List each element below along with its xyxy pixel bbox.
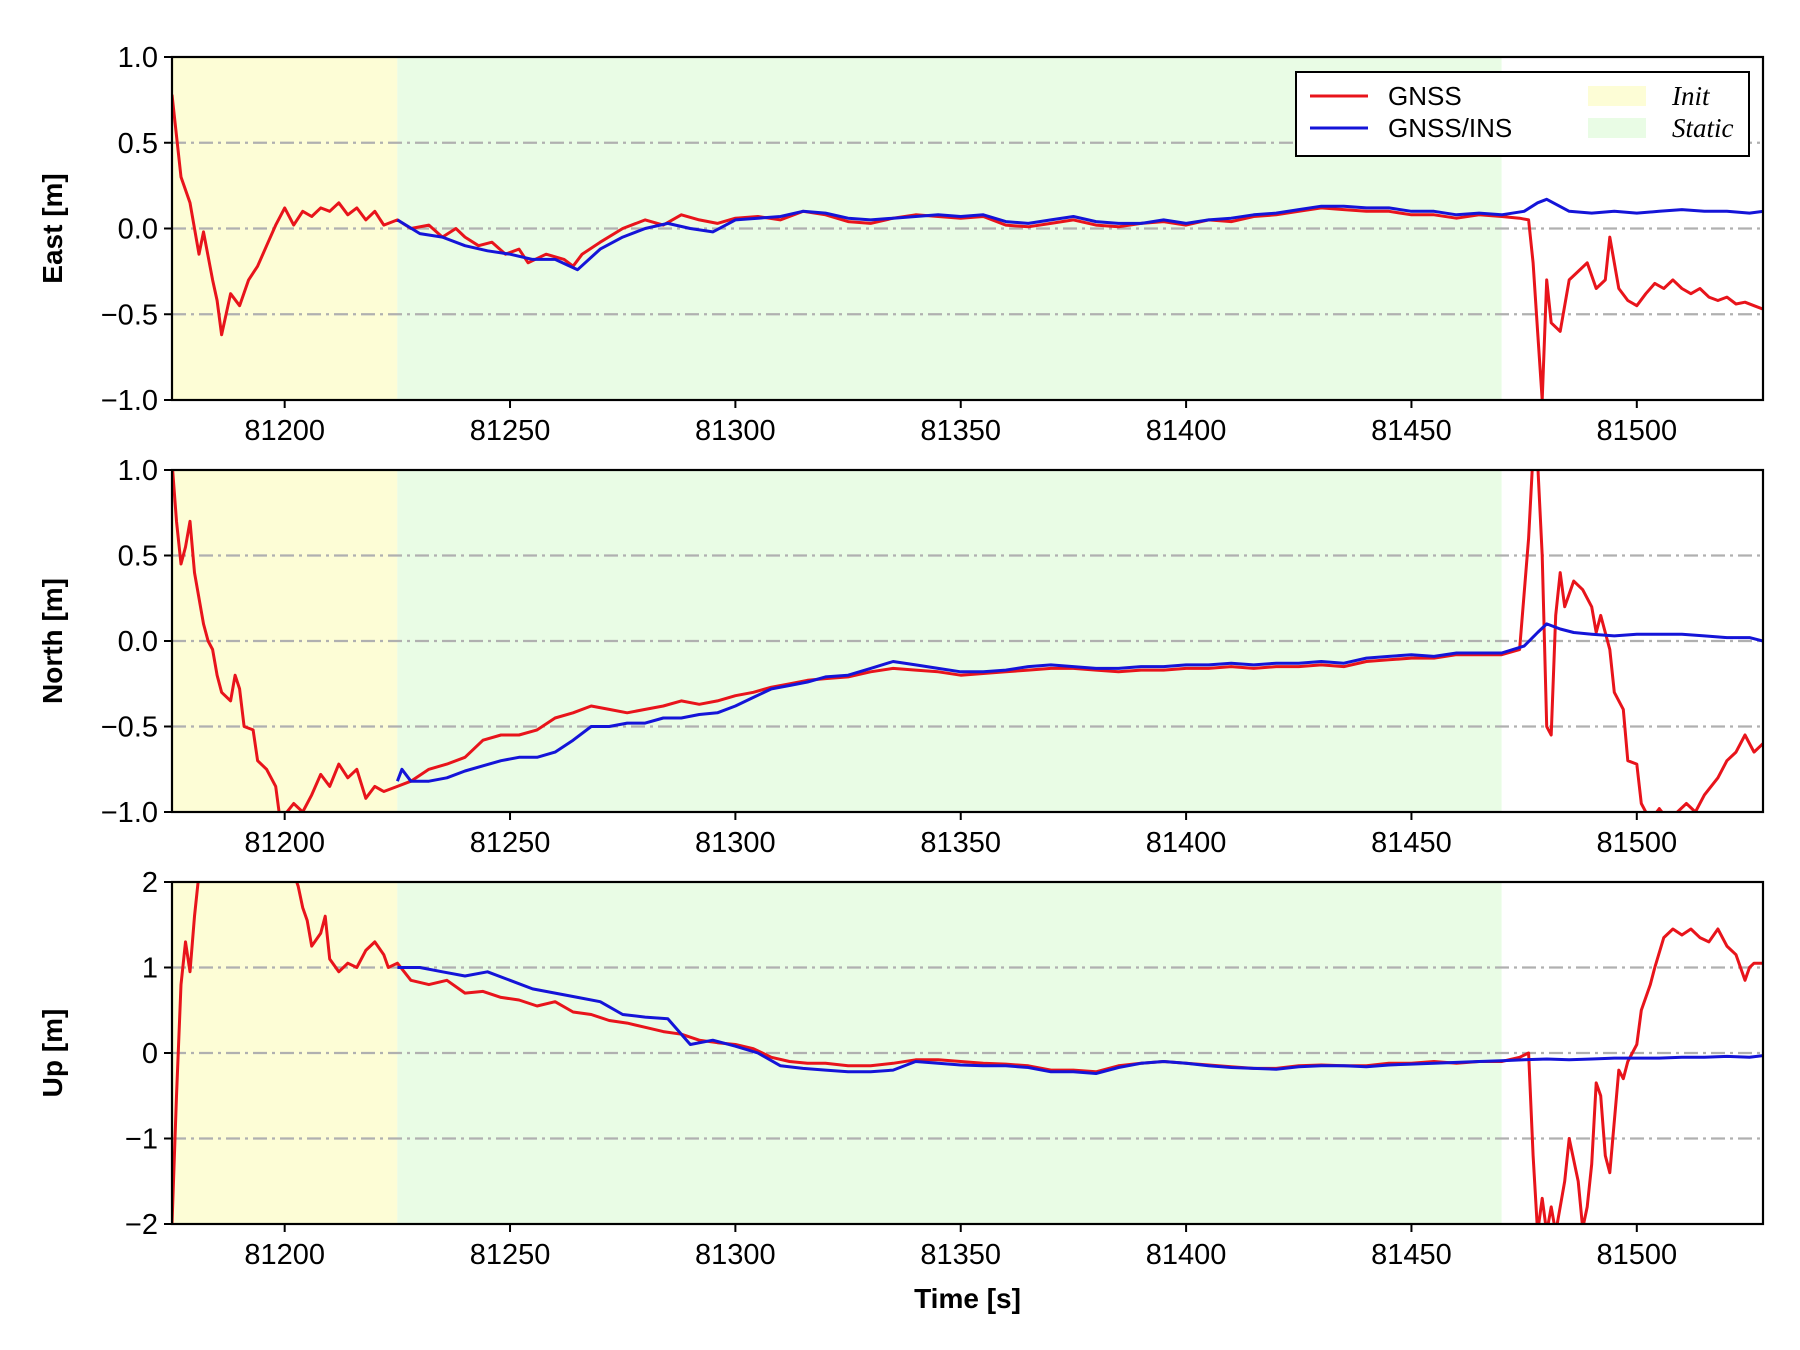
legend-label: Static — [1672, 113, 1734, 143]
legend-label: Init — [1671, 81, 1711, 111]
x-tick-label: 81200 — [244, 1239, 325, 1271]
series-line-gnss-ins — [396, 197, 1763, 272]
y-tick-label: 2 — [142, 867, 158, 899]
legend-patch-init — [1588, 86, 1646, 106]
y-tick-label: 1.0 — [118, 455, 158, 487]
x-tick-label: 81200 — [244, 415, 325, 447]
y-tick-label: 0.5 — [118, 541, 158, 573]
x-tick-label: 81300 — [695, 1239, 776, 1271]
y-tick-label: −1.0 — [101, 797, 158, 829]
y-tick-label: 1.0 — [118, 42, 158, 74]
x-tick-label: 81250 — [470, 415, 551, 447]
y-tick-label: −0.5 — [101, 712, 158, 744]
y-tick-label: −2 — [125, 1209, 158, 1241]
panel-3: 81200 81250 81300 81350 81400 81450 81500 2 1 0 −1… — [37, 867, 1765, 1271]
series-line-gnss-ins — [395, 622, 1763, 783]
series-group — [172, 94, 1763, 400]
y-tick-label: 0.5 — [118, 128, 158, 160]
x-tick-label: 81400 — [1146, 415, 1227, 447]
y-tick-label: 1 — [142, 953, 158, 985]
series-group — [172, 470, 1763, 812]
x-tick-label: 81350 — [920, 415, 1001, 447]
x-tick-label: 81500 — [1596, 1239, 1677, 1271]
y-tick-label: −1 — [125, 1124, 158, 1156]
y-tick-label: 0 — [142, 1038, 158, 1070]
x-tick-label: 81300 — [695, 415, 776, 447]
series-line-gnss — [172, 882, 1763, 1224]
x-tick-label: 81400 — [1146, 1239, 1227, 1271]
series-line-gnss-ins — [397, 966, 1763, 1075]
y-tick-label: 0.0 — [118, 214, 158, 246]
legend-label: GNSS/INS — [1388, 113, 1512, 143]
x-tick-label: 81350 — [920, 827, 1001, 859]
y-tick-label: −1.0 — [101, 385, 158, 417]
series-line-gnss — [172, 94, 1763, 400]
x-tick-label: 81450 — [1371, 415, 1452, 447]
x-tick-label: 81400 — [1146, 827, 1227, 859]
x-tick-label: 81450 — [1371, 827, 1452, 859]
x-tick-label: 81350 — [920, 1239, 1001, 1271]
x-tick-label: 81300 — [695, 827, 776, 859]
legend-frame — [1295, 71, 1750, 157]
legend-label: GNSS — [1388, 81, 1462, 111]
x-tick-label: 81450 — [1371, 1239, 1452, 1271]
series-group — [172, 882, 1763, 1224]
x-axis-label: Time [s] — [914, 1283, 1021, 1314]
y-axis-label: East [m] — [37, 173, 68, 283]
legend-patch-static — [1588, 118, 1646, 138]
series-line-gnss — [172, 470, 1763, 812]
x-tick-label: 81200 — [244, 827, 325, 859]
y-axis-label: North [m] — [37, 578, 68, 704]
y-tick-label: −0.5 — [101, 299, 158, 331]
panel-2: 81200 81250 81300 81350 81400 81450 81500 1.0 0.… — [37, 455, 1765, 859]
x-tick-label: 81500 — [1596, 827, 1677, 859]
y-axis-label: Up [m] — [37, 1009, 68, 1098]
x-tick-label: 81500 — [1596, 415, 1677, 447]
x-tick-label: 81250 — [470, 1239, 551, 1271]
y-tick-label: 0.0 — [118, 626, 158, 658]
x-tick-label: 81250 — [470, 827, 551, 859]
